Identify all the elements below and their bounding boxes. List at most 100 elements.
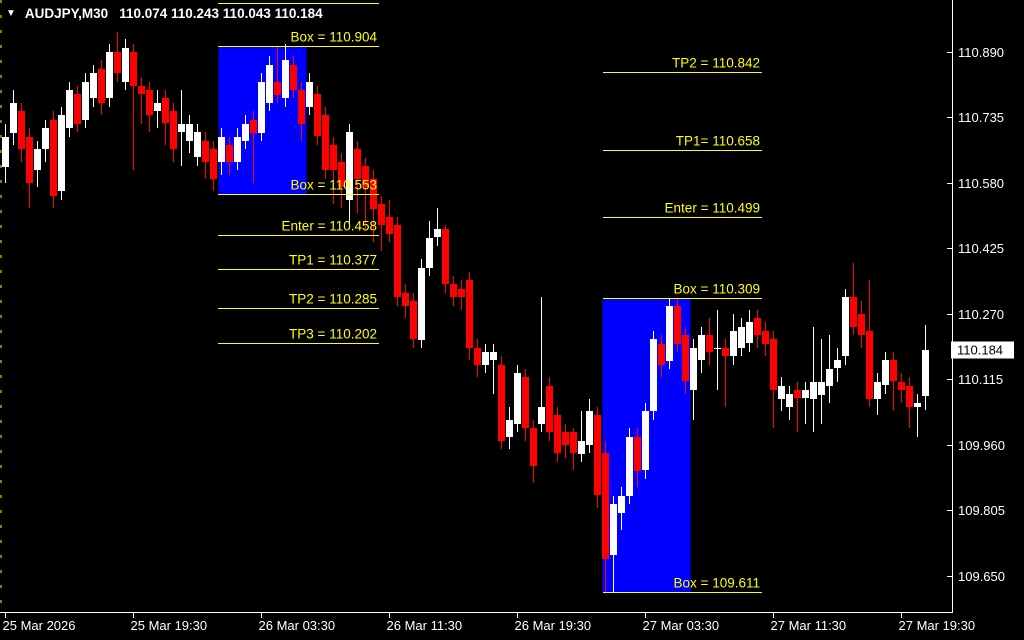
price-line-annotation[interactable]: Box = 110.904 (218, 30, 379, 47)
candle-body (834, 360, 841, 368)
price-axis[interactable]: 110.890 110.735 110.580 110.425 110.270 110.1… (947, 45, 1005, 584)
candle-body (186, 124, 193, 141)
candle-body (266, 65, 273, 103)
candle-body (642, 411, 649, 470)
candle-body (674, 306, 681, 344)
price-line-annotation[interactable]: Box = 110.309 (603, 282, 762, 299)
candle-body (714, 348, 721, 349)
candle-body (330, 145, 337, 170)
candle-body (754, 318, 761, 335)
time-axis[interactable]: 25 Mar 2026 25 Mar 19:30 26 Mar 03:30 26 Ma… (3, 613, 976, 633)
candle-body (202, 141, 209, 162)
candlestick-bear (522, 369, 529, 441)
candle-body (810, 382, 817, 399)
candlestick-bear (410, 293, 417, 348)
candle-body (162, 98, 169, 123)
candlestick-bear (602, 441, 609, 592)
candlestick-bear (98, 60, 105, 115)
candlestick-bull (538, 297, 545, 432)
candlestick-bear (74, 86, 81, 132)
candle-body (26, 137, 33, 183)
candle-body (226, 145, 233, 162)
price-tick-label: 110.890 (958, 45, 1004, 60)
candlestick-bear (442, 225, 449, 293)
candle-body (906, 386, 913, 407)
candlestick-bear (274, 46, 281, 103)
candle-body (146, 90, 153, 115)
candlestick-bull (578, 411, 585, 462)
candle-body (698, 335, 705, 360)
candle-body (850, 297, 857, 327)
time-tick-label: 27 Mar 03:30 (643, 618, 720, 633)
candlestick-bull (122, 39, 129, 90)
candle-body (538, 407, 545, 424)
candle-body (922, 350, 929, 396)
candlestick-bull (186, 115, 193, 153)
candle-body (18, 111, 25, 149)
candle-body (282, 60, 289, 98)
candlestick-bear (162, 90, 169, 145)
candlestick-bear (770, 331, 777, 428)
candle-body (410, 301, 417, 339)
candle-body (514, 373, 521, 424)
candlestick-bear (386, 200, 393, 242)
price-line-annotation[interactable]: TP1 = 110.377 (218, 253, 379, 270)
candle-body (874, 382, 881, 399)
price-line-annotation[interactable]: TP2 = 110.285 (218, 292, 379, 309)
candlestick-bull (922, 325, 929, 410)
price-line-annotation[interactable]: TP2 = 110.842 (603, 56, 762, 73)
price-tick-label: 110.270 (958, 307, 1004, 322)
candle-body (386, 217, 393, 234)
candle-body (258, 82, 265, 133)
candlestick-bear (362, 158, 369, 229)
price-line-label: TP1= 110.658 (676, 134, 760, 149)
candle-body (346, 132, 353, 200)
price-line-label: TP2 = 110.842 (672, 56, 760, 71)
candlestick-bear (226, 137, 233, 175)
candlestick-bear (562, 424, 569, 458)
price-line-annotation[interactable]: TP3 = 110.202 (218, 327, 379, 344)
price-line-annotation[interactable]: Box = 110.553 (218, 178, 379, 195)
candle-body (746, 322, 753, 343)
candle-body (98, 69, 105, 103)
candlestick-bull (90, 65, 97, 107)
candlestick-bear (634, 428, 641, 487)
candlestick-bull (842, 289, 849, 365)
time-tick-label: 26 Mar 11:30 (387, 618, 463, 633)
candlestick-bull (482, 344, 489, 373)
chart-header: ▼ AUDJPY,M30 110.074 110.243 110.043 110… (6, 6, 323, 21)
price-line-annotation[interactable]: Enter = 110.458 (218, 219, 379, 236)
candlestick-bear (170, 103, 177, 162)
price-line-annotation[interactable]: TP1= 110.658 (603, 134, 762, 151)
time-tick-label: 26 Mar 19:30 (515, 618, 592, 633)
candlestick-bull (738, 318, 745, 356)
candle-body (594, 415, 601, 495)
candlestick-bull (810, 327, 817, 432)
candlestick-bear (570, 428, 577, 470)
candle-body (122, 48, 129, 82)
candle-body (106, 52, 113, 98)
candle-body (618, 496, 625, 513)
candlestick-bear (402, 284, 409, 318)
candlestick-bear (906, 377, 913, 428)
price-line-annotation[interactable]: Enter = 110.499 (603, 201, 762, 218)
candle-body (378, 204, 385, 225)
candlestick-bear (546, 377, 553, 441)
candlestick-bull (178, 90, 185, 166)
candlestick-bear (858, 301, 865, 348)
candlestick-bull (642, 403, 649, 479)
candle-body (498, 365, 505, 441)
price-line-annotation[interactable]: Box = 109.611 (603, 576, 762, 593)
candle-body (722, 348, 729, 356)
candlestick-bull (834, 348, 841, 382)
candlestick-bear (722, 339, 729, 407)
candlestick-bear (298, 82, 305, 141)
candlestick-bull (306, 73, 313, 115)
price-line-label: Enter = 110.499 (665, 201, 760, 216)
symbol-dropdown-icon[interactable]: ▼ (6, 8, 16, 19)
candle-body (570, 432, 577, 453)
candlestick-bull (154, 90, 161, 128)
candle-body (842, 297, 849, 356)
